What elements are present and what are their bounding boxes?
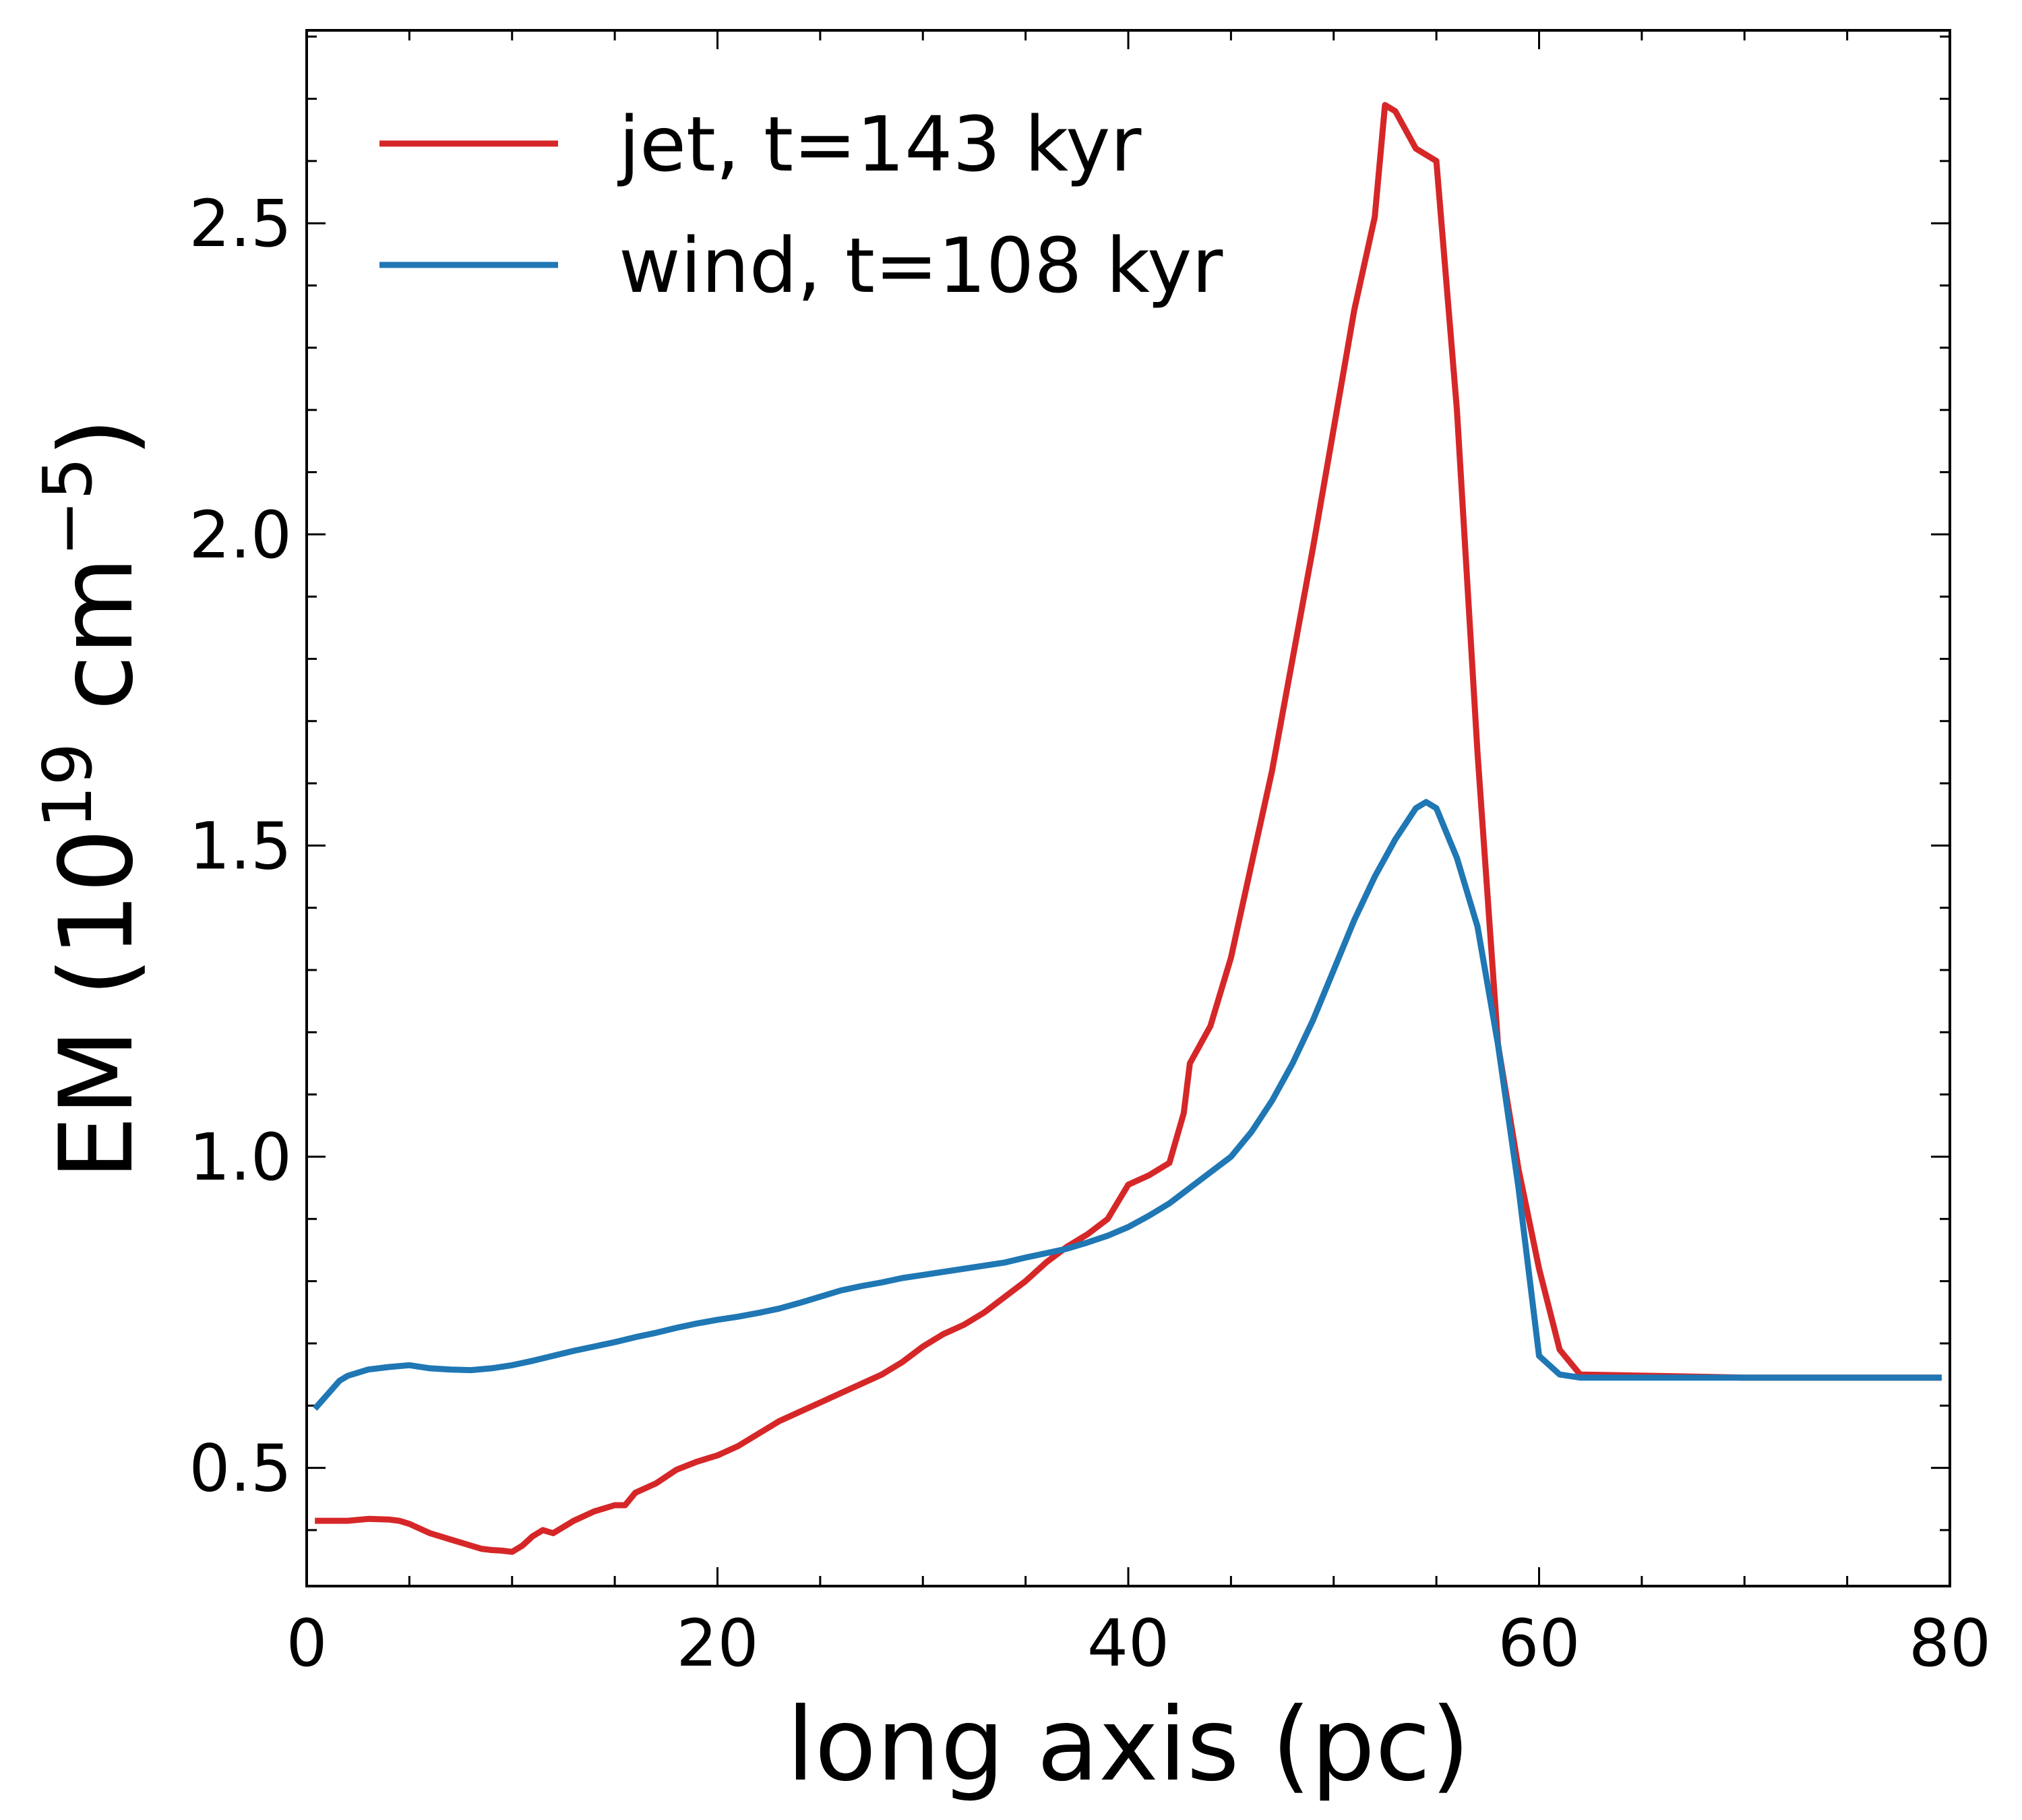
legend: jet, t=143 kyr wind, t=108 kyr [379, 101, 1223, 310]
legend-label-wind: wind, t=108 kyr [619, 222, 1223, 310]
x-tick-label: 20 [676, 1606, 758, 1681]
x-tick-label: 60 [1498, 1606, 1580, 1681]
y-axis-title-exponent-19: 19 [28, 743, 107, 828]
series-layer [312, 102, 1942, 1555]
y-axis-title-close: ) [38, 418, 156, 458]
x-tick-label: 0 [286, 1606, 327, 1681]
y-axis-title-exponent-minus-5: −5 [28, 457, 107, 556]
y-tick-label: 2.0 [189, 497, 292, 573]
axis-tick-labels: 0 20 40 60 80 0.5 1.0 1.5 2.0 2.5 [189, 186, 1991, 1681]
y-axis-title: EM (1019 cm−5) [28, 418, 156, 1180]
y-axis-title-unit: cm [38, 557, 156, 743]
y-axis-title-base: EM (10 [38, 828, 156, 1180]
x-axis-title: long axis (pc) [787, 1687, 1470, 1804]
series-line-wind [312, 799, 1942, 1411]
y-tick-label: 0.5 [189, 1431, 292, 1507]
y-tick-label: 2.5 [189, 186, 292, 262]
plot-frame [305, 29, 1951, 1587]
x-tick-label: 80 [1909, 1606, 1991, 1681]
series-line-jet [315, 102, 1942, 1555]
axis-ticks [305, 30, 1951, 1586]
legend-label-jet: jet, t=143 kyr [617, 101, 1142, 189]
x-tick-label: 40 [1087, 1606, 1169, 1681]
y-tick-label: 1.5 [189, 808, 292, 884]
y-tick-label: 1.0 [189, 1120, 292, 1195]
